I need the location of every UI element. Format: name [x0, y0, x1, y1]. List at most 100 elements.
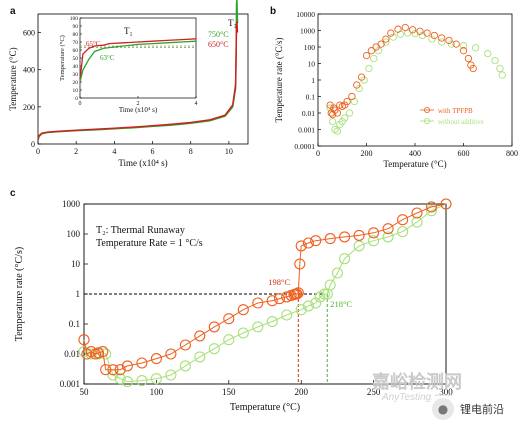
chart-a-xtick-label: 4	[112, 147, 116, 156]
chart-c-xtick-label: 100	[150, 387, 164, 397]
chart-a-inset-ytick-label: 90	[73, 24, 79, 30]
chart-b-point	[471, 44, 480, 52]
chart-b-point	[331, 125, 339, 134]
chart-b-xtick-label: 0	[316, 149, 320, 158]
chart-b-point	[408, 26, 417, 34]
chart-b-ytick-label: 0.001	[298, 126, 315, 135]
chart-b-point	[447, 40, 456, 48]
chart-b-point	[365, 64, 373, 73]
chart-b-point	[338, 117, 346, 126]
chart-b: 0 200 400 600 800 0.0001 0.001 0.01 0.1 1 10 100 100…	[274, 10, 518, 169]
chart-c-point	[295, 240, 307, 252]
chart-c-point	[252, 297, 264, 309]
panel-letter-b: b	[270, 6, 277, 17]
chart-a-xlabel: Time (x10⁴ s)	[118, 158, 167, 168]
chart-c-xtick-label: 150	[222, 387, 236, 397]
chart-c-point	[382, 223, 394, 235]
chart-c-point	[208, 343, 220, 355]
chart-c-point	[291, 288, 303, 300]
chart-b-frame	[317, 13, 513, 147]
chart-c-point	[78, 334, 90, 346]
chart-c-point	[425, 205, 438, 217]
chart-c-xtick-label: 50	[80, 387, 90, 397]
chart-b-point	[438, 38, 446, 46]
chart-c-point	[136, 357, 148, 369]
chart-c-point	[223, 334, 235, 346]
chart-c-ytick-label: 1	[76, 289, 81, 299]
chart-b-point	[469, 64, 477, 73]
chart-b-point	[367, 47, 376, 55]
chart-c-series-line	[83, 203, 447, 371]
chart-a-inset-ytick-label: 0	[75, 96, 78, 102]
chart-c-ytick-label: 0.1	[69, 319, 80, 329]
chart-a-inset-frame	[79, 17, 197, 99]
chart-a-inset-ytick-label: 20	[73, 80, 79, 86]
chart-c-point	[324, 279, 336, 291]
chart-c-point	[310, 235, 322, 247]
chart-a-inset-ytick-label: 70	[73, 40, 79, 46]
chart-c-ylabel: Temperature rate (°C/s)	[14, 247, 25, 341]
chart-a-label-750: 750°C	[208, 30, 229, 39]
chart-c-point	[78, 346, 90, 358]
chart-c-xtick-label: 300	[439, 387, 453, 397]
chart-a-inset-series-line	[79, 40, 197, 83]
chart-c-point	[302, 237, 314, 249]
chart-c-text-line2: Temperature Rate = 1 °C/s	[96, 238, 203, 249]
panel-letter-a: a	[10, 6, 16, 17]
chart-b-point	[438, 34, 446, 42]
chart-c-point	[136, 375, 148, 387]
chart-a-inset-ylabel: Temperature (°C)	[59, 35, 66, 81]
chart-c-text-line1: T₂: Thermal Runaway	[96, 225, 185, 236]
chart-c-point	[310, 297, 322, 309]
chart-a-ytick-label: 200	[23, 103, 35, 112]
chart-c-point	[353, 229, 365, 241]
chart-c-point	[92, 347, 105, 359]
chart-b-point	[418, 31, 426, 40]
chart-c-point	[114, 364, 126, 376]
chart-c-point	[194, 330, 206, 342]
chart-b-point	[430, 31, 439, 40]
chart-b-legend-marker	[423, 118, 430, 125]
chart-c-xtick-label: 250	[367, 387, 381, 397]
chart-c-point	[273, 293, 286, 305]
chart-c-xtick-label: 200	[294, 387, 308, 397]
chart-c-xlabel: Temperature (°C)	[230, 402, 300, 413]
chart-c-point	[294, 258, 306, 270]
chart-a-xtick-label: 0	[36, 147, 40, 156]
chart-a-inset-label-63: 63°C	[100, 54, 115, 62]
watermark-cn: 嘉峪检测网	[372, 372, 462, 392]
chart-b-point	[459, 42, 468, 50]
chart-b-legend-marker	[423, 107, 430, 114]
chart-c-point	[324, 233, 336, 245]
chart-b-point	[343, 97, 351, 106]
panel-letter-c: c	[10, 188, 16, 199]
chart-c-series-line	[83, 203, 447, 383]
chart-b-point	[326, 104, 334, 112]
chart-c: 50 100 150 200 250 300 0.001 0.01 0.1 1 10 100 1000 T…	[14, 198, 453, 413]
chart-b-point	[484, 49, 492, 58]
chart-b-point	[459, 47, 468, 55]
chart-a-inset-label-65: 65°C	[86, 40, 101, 48]
chart-c-point	[223, 313, 235, 325]
chart-b-point	[333, 127, 342, 135]
chart-b-point	[445, 36, 453, 45]
chart-c-point	[318, 288, 330, 300]
chart-b-point	[345, 109, 354, 117]
chart-c-point	[237, 304, 249, 316]
chart-b-point	[355, 84, 363, 93]
chart-b-ytick-label: 1000	[300, 27, 315, 36]
chart-a-inset-xtick-label: 2	[137, 101, 140, 107]
chart-c-point	[107, 364, 119, 376]
chart-b-point	[496, 64, 504, 73]
chart-c-label-198: 198°C	[268, 277, 290, 287]
chart-b-point	[411, 29, 419, 38]
chart-c-point	[179, 360, 191, 372]
chart-c-point	[425, 201, 438, 213]
chart-c-point	[368, 227, 380, 239]
chart-c-point	[100, 364, 112, 376]
chart-b-point	[387, 29, 395, 37]
chart-c-point	[266, 316, 278, 328]
chart-b-ytick-label: 1	[311, 76, 315, 85]
